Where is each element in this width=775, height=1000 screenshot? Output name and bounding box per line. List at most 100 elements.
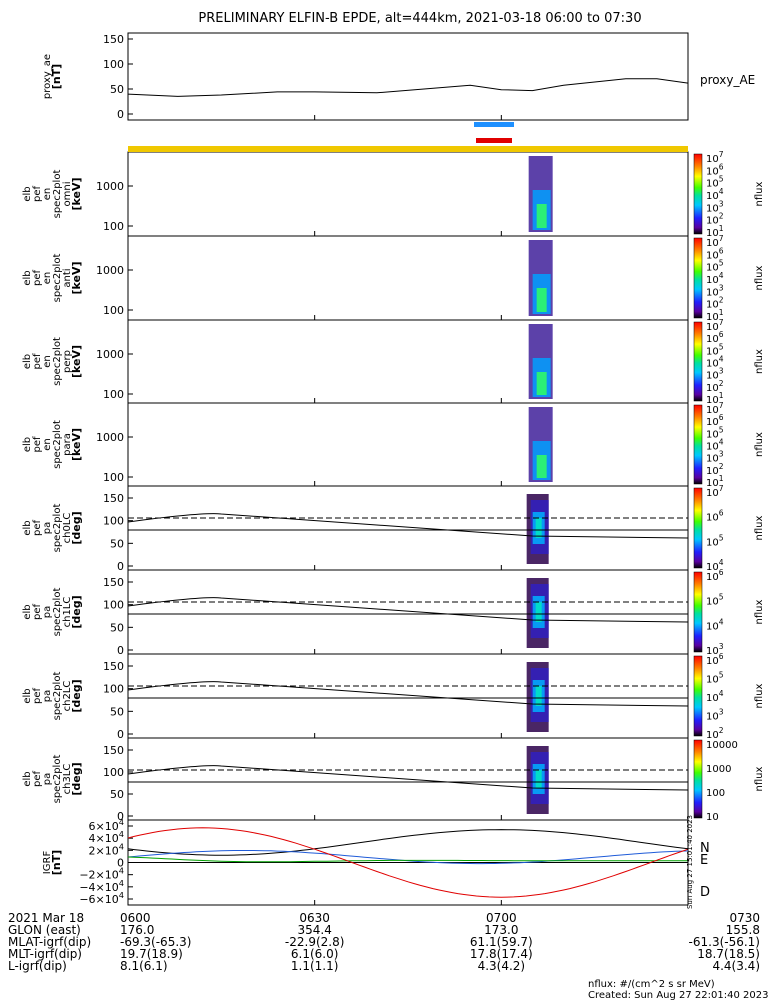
colorbar-tick: 103 bbox=[706, 283, 724, 298]
panel-ylabel-line: [nT] bbox=[50, 850, 63, 875]
ytick-label: 150 bbox=[103, 576, 124, 589]
colorbar-tick: 103 bbox=[706, 642, 724, 657]
spectrogram-block bbox=[535, 686, 542, 706]
ytick-label: 100 bbox=[103, 471, 124, 484]
footer-value: 4.3(4.2) bbox=[478, 959, 526, 973]
colorbar-tick: 106 bbox=[706, 568, 724, 583]
panel-ylabel-line: en bbox=[42, 188, 53, 201]
panel-ylabel-line: proxy_ae bbox=[42, 54, 53, 99]
panel-ylabel-line: spec2plot bbox=[52, 755, 63, 804]
ytick-label: 4×104 bbox=[89, 829, 124, 845]
panel-ylabel-line: pef bbox=[32, 520, 43, 537]
colorbar bbox=[693, 739, 703, 819]
panel-pa_ch0: elb pef pa spec2plot ch0LC[deg] 150 100 50 0 107 1… bbox=[22, 484, 765, 573]
colorbar-tick: 106 bbox=[706, 652, 724, 667]
ytick-label: 0 bbox=[117, 108, 124, 121]
panel-en_perp: elb pef en spec2plot perp[keV] 10001001071061… bbox=[22, 318, 765, 406]
colorbar-tick: 102 bbox=[706, 462, 724, 477]
igrf-legend-D: D bbox=[700, 885, 710, 900]
panel-pa_ch3: elb pef pa spec2plot ch3LC[deg] 150 100 50 0 1000… bbox=[22, 737, 765, 823]
panel-ylabel-line: perp bbox=[62, 350, 73, 373]
panel-ylabel-line: spec2plot bbox=[52, 588, 63, 637]
spectrogram-block bbox=[536, 204, 547, 228]
footer-value: -22.9(2.8) bbox=[285, 935, 345, 949]
colorbar-tick: 105 bbox=[706, 671, 724, 686]
ytick-label: −2×104 bbox=[79, 866, 124, 882]
footer-row-label: L-igrf(dip) bbox=[8, 959, 67, 973]
ytick-label: 50 bbox=[110, 83, 124, 96]
footer-value: 18.7(18.5) bbox=[697, 947, 760, 961]
panel-ylabel-line: [keV] bbox=[70, 261, 83, 294]
colorbar-tick: 102 bbox=[706, 212, 724, 227]
panel-ylabel-line: pa bbox=[42, 606, 53, 618]
panel-ylabel-line: pa bbox=[42, 522, 53, 534]
footer-value: 0730 bbox=[729, 911, 760, 925]
colorbar-tick: 105 bbox=[706, 593, 724, 608]
panel-ylabel-line: elb bbox=[22, 270, 33, 285]
colorbar-label: nflux bbox=[754, 766, 765, 791]
colorbar-label: nflux bbox=[754, 349, 765, 374]
panel-ylabel-line: en bbox=[42, 355, 53, 368]
ytick-label: 0 bbox=[117, 857, 124, 870]
igrf-e-line bbox=[127, 856, 688, 863]
pitch-angle-curve bbox=[127, 681, 689, 707]
panel-ylabel-line: pef bbox=[32, 688, 43, 705]
colorbar-tick: 107 bbox=[706, 318, 724, 333]
ytick-label: 1000 bbox=[96, 264, 124, 277]
footer-value: 61.1(59.7) bbox=[470, 935, 533, 949]
panel-frame bbox=[127, 151, 689, 237]
footer-value: 155.8 bbox=[726, 923, 760, 937]
colorbar-tick: 103 bbox=[706, 450, 724, 465]
ytick-label: 0 bbox=[117, 644, 124, 657]
footer-value: 1.1(1.1) bbox=[291, 959, 339, 973]
panel-ylabel-line: [deg] bbox=[70, 762, 83, 795]
footer-value: -61.3(-56.1) bbox=[689, 935, 760, 949]
ytick-label: 50 bbox=[110, 705, 124, 718]
footer-value: 173.0 bbox=[484, 923, 518, 937]
panel-ylabel-line: en bbox=[42, 438, 53, 451]
ytick-label: −4×104 bbox=[79, 878, 124, 894]
plot-title: PRELIMINARY ELFIN-B EPDE, alt=444km, 202… bbox=[198, 11, 641, 26]
footer-value: 354.4 bbox=[297, 923, 331, 937]
panel-ylabel-line: spec2plot bbox=[52, 504, 63, 553]
colorbar-tick: 105 bbox=[706, 259, 724, 274]
colorbar-label: nflux bbox=[754, 683, 765, 708]
colorbar-label: nflux bbox=[754, 599, 765, 624]
panel-ylabel-line: pa bbox=[42, 690, 53, 702]
colorbar-tick: 101 bbox=[706, 224, 724, 239]
panel-pa_ch1: elb pef pa spec2plot ch1LC[deg] 150 100 50 0 106 1… bbox=[22, 568, 765, 657]
science-zone-bar-red bbox=[476, 138, 512, 143]
panel-ylabel-line: pef bbox=[32, 771, 43, 788]
colorbar bbox=[693, 655, 703, 737]
panel-en_para: elb pef en spec2plot para[keV] 10001001071061… bbox=[22, 401, 765, 489]
panel-ylabel-line: elb bbox=[22, 604, 33, 619]
footnote: nflux: #/(cm^2 s sr MeV) bbox=[588, 979, 715, 990]
pitch-angle-curve bbox=[127, 597, 689, 623]
footer-value: 0630 bbox=[299, 911, 330, 925]
pitch-angle-curve bbox=[127, 765, 689, 791]
igrf-d-line bbox=[127, 827, 689, 898]
panel-frame bbox=[127, 485, 689, 571]
footer-row-label: MLT-igrf(dip) bbox=[8, 947, 82, 961]
panel-ylabel-line: para bbox=[62, 433, 73, 456]
panel-ylabel-line: elb bbox=[22, 437, 33, 452]
colorbar bbox=[693, 487, 703, 569]
colorbar-tick: 102 bbox=[706, 296, 724, 311]
panel-ylabel-line: ch0LC bbox=[62, 513, 73, 544]
proxy-ae-legend: proxy_AE bbox=[700, 73, 755, 87]
panel-ylabel-line: spec2plot bbox=[52, 337, 63, 386]
footer-value: 0700 bbox=[486, 911, 517, 925]
created-stamp: Created: Sun Aug 27 22:01:40 2023 bbox=[588, 990, 768, 1000]
ytick-label: 6×104 bbox=[89, 817, 124, 833]
colorbar-tick: 104 bbox=[706, 438, 724, 453]
panel-ylabel-line: pef bbox=[32, 436, 43, 453]
colorbar-tick: 106 bbox=[706, 509, 724, 524]
footer-row-label: MLAT-igrf(dip) bbox=[8, 935, 91, 949]
colorbar-tick: 105 bbox=[706, 175, 724, 190]
colorbar-tick: 101 bbox=[706, 474, 724, 489]
panel-ylabel-line: [deg] bbox=[70, 679, 83, 712]
colorbar-label: nflux bbox=[754, 432, 765, 457]
footer-value: 6.1(6.0) bbox=[291, 947, 339, 961]
ytick-label: 100 bbox=[103, 58, 124, 71]
